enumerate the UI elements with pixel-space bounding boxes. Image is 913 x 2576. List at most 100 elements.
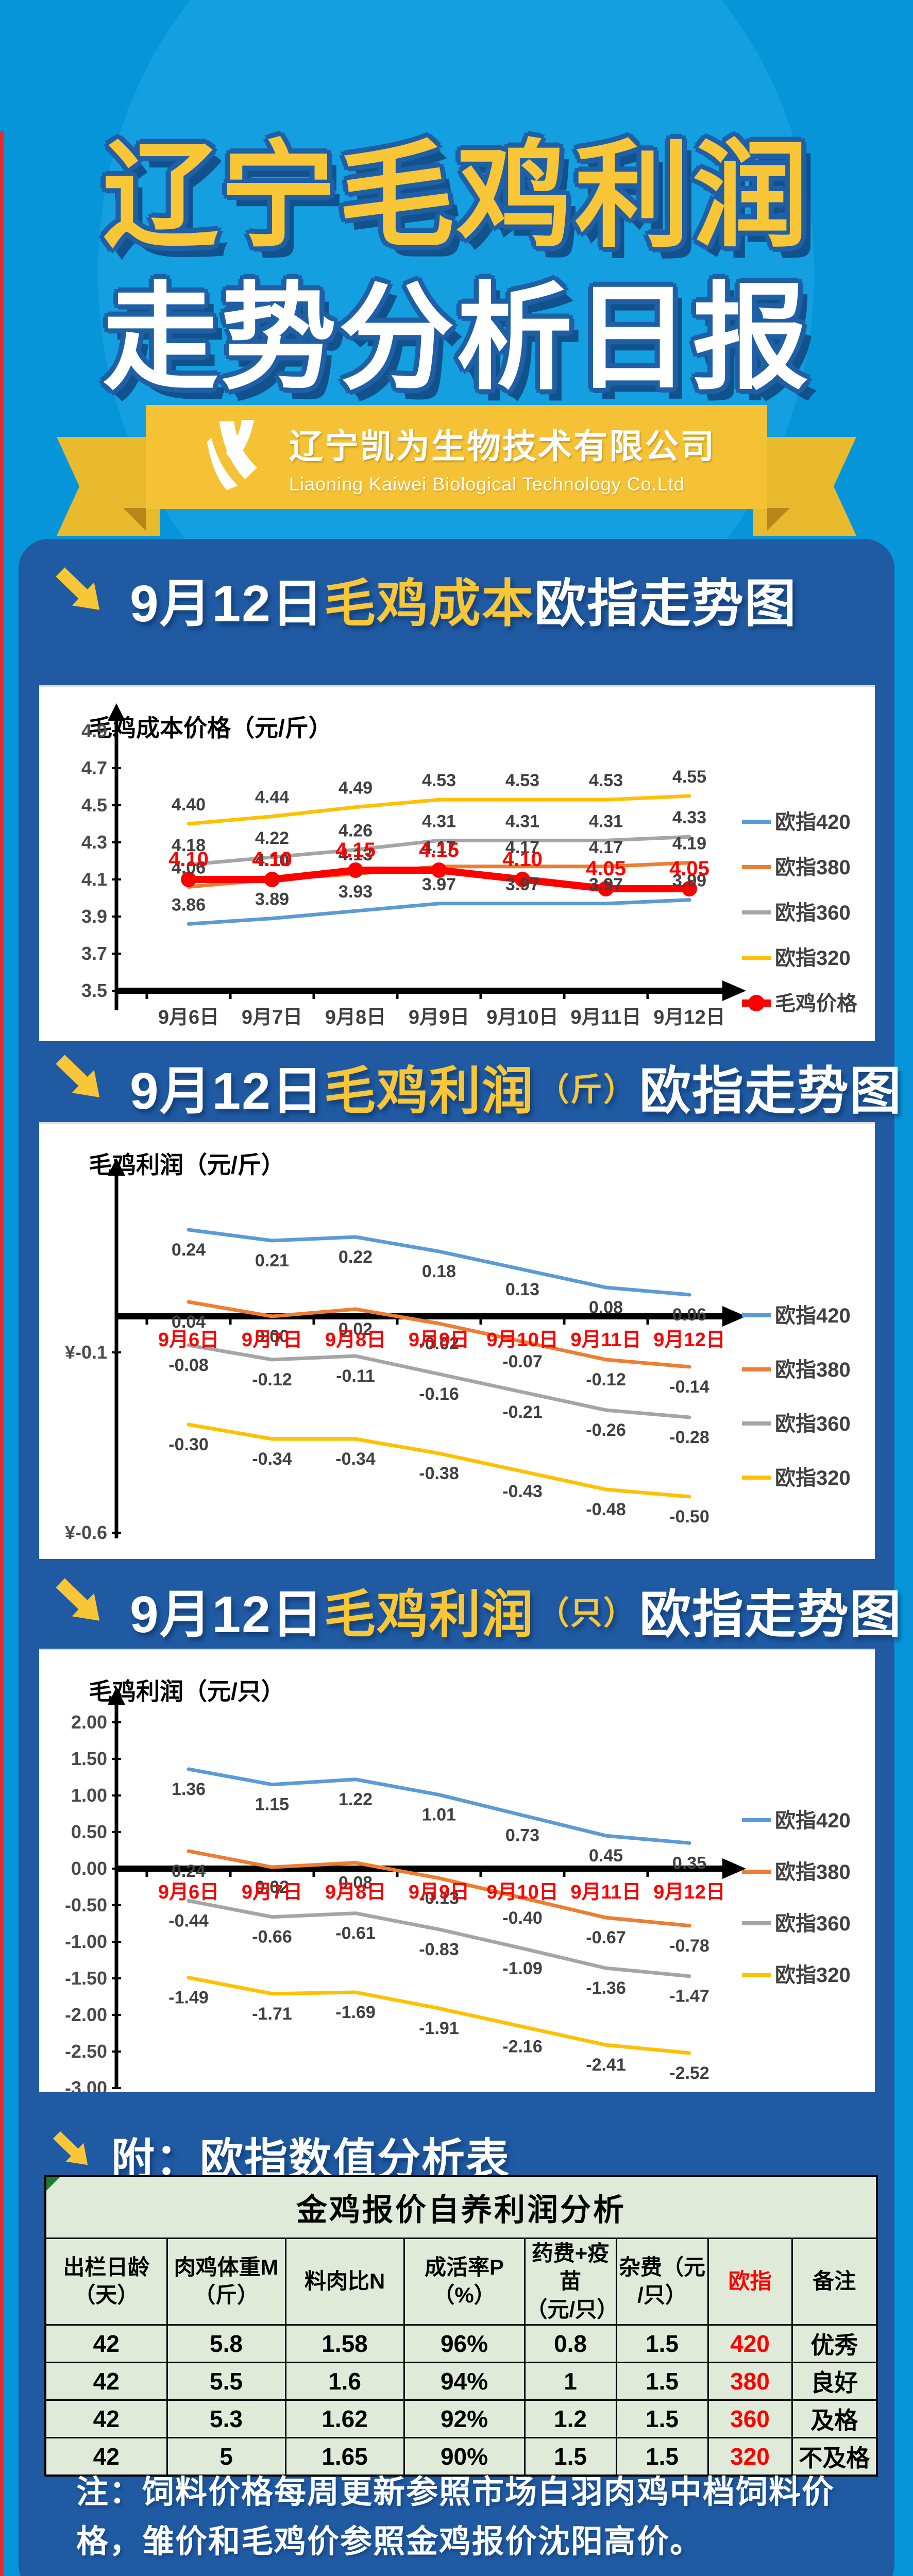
legend-label-欧指320: 欧指320 xyxy=(775,1964,851,1987)
legend-label-欧指360: 欧指360 xyxy=(775,1912,851,1935)
date-label: 9月11日 xyxy=(570,1329,641,1351)
series-line-欧指360 xyxy=(187,835,691,867)
value-label: 4.44 xyxy=(255,788,289,807)
value-label: 4.33 xyxy=(672,808,706,827)
value-label: 4.19 xyxy=(672,834,706,854)
value-label: 4.15 xyxy=(419,839,459,861)
table-header-row: 出栏日龄 （天） 肉鸡体重M （斤） 料肉比N 成活率P （%） 药费+疫苗 （元/只）… xyxy=(44,2237,878,2326)
line-chart-1: 4.9 4.7 4.5 4.3 4.1 3.9 3.7 3.5 3.86 3.89 3.93 3.97… xyxy=(81,703,858,1028)
company-names: 辽宁凯为生物技术有限公司 Liaoning Kaiwei Biological … xyxy=(289,419,716,495)
section-header-profit-bird: 9月12日 毛鸡利润 （只） 欧指走势图 xyxy=(47,1572,902,1647)
value-label: -0.50 xyxy=(669,1507,709,1527)
header-suffix: 欧指走势图 xyxy=(534,575,797,633)
value-label: -0.44 xyxy=(168,1911,209,1930)
table-cell: 不及格 xyxy=(791,2437,878,2477)
table-cell: 1.5 xyxy=(615,2437,709,2477)
date-label: 9月7日 xyxy=(242,1329,302,1351)
series-line-欧指420 xyxy=(187,1228,691,1297)
date-label: 9月11日 xyxy=(570,1882,641,1903)
value-label: 3.99 xyxy=(672,871,706,891)
analysis-table-card: 金鸡报价自养利润分析 出栏日龄 （天） 肉鸡体重M （斤） 料肉比N 成活率P （%）药… xyxy=(44,2175,878,2477)
table-cell: 1.62 xyxy=(284,2399,405,2439)
value-label: 4.31 xyxy=(422,811,456,831)
table-cell: 92% xyxy=(403,2399,526,2439)
series-line-欧指320 xyxy=(187,1422,691,1499)
series-marker-毛鸡价格 xyxy=(515,872,530,887)
value-label: 4.22 xyxy=(255,828,289,848)
series-line-欧指360 xyxy=(187,1899,691,1978)
line-chart-3: 2.00 1.50 1.00 0.50 0.00 -0.50 -1.00 -1.50 -2.00… xyxy=(65,1687,851,2092)
table-header-cell: 备注 xyxy=(791,2237,878,2326)
chart-card-cost: 毛鸡成本价格（元/斤） 4.9 4.7 4.5 4.3 4.1 3.9 3.7 3.5 3.86… xyxy=(39,685,875,1041)
arrow-icon xyxy=(49,560,110,621)
value-label: 0.22 xyxy=(339,1247,373,1267)
section-header-cost: 9月12日 毛鸡成本 欧指走势图 xyxy=(47,562,797,636)
date-label: 9月12日 xyxy=(653,1329,725,1351)
table-cell: 1.58 xyxy=(284,2324,405,2364)
value-label: -0.66 xyxy=(252,1927,292,1947)
y-tick-label: 4.3 xyxy=(81,832,107,853)
value-label: 0.73 xyxy=(505,1825,539,1845)
date-label: 9月7日 xyxy=(242,1007,302,1028)
legend-label-欧指380: 欧指380 xyxy=(775,1359,851,1381)
value-label: -1.49 xyxy=(168,1988,209,2008)
value-label: -0.48 xyxy=(586,1500,626,1519)
y-axis-arrow xyxy=(108,1158,125,1176)
table-cell: 42 xyxy=(44,2324,168,2364)
table-cell: 42 xyxy=(44,2399,168,2439)
value-label: -1.69 xyxy=(335,2003,376,2022)
arrow-icon xyxy=(49,1571,110,1632)
header-prefix: 9月12日 xyxy=(130,575,324,633)
value-label: -0.14 xyxy=(669,1377,709,1397)
value-label: -2.16 xyxy=(502,2037,543,2057)
table-cell: 5 xyxy=(166,2437,286,2477)
value-label: 3.89 xyxy=(255,890,289,909)
value-label: 4.18 xyxy=(172,836,206,855)
series-marker-毛鸡价格 xyxy=(181,872,196,887)
table-row: 42 5 1.65 90% 1.5 1.5 320 不及格 xyxy=(44,2437,878,2477)
value-label: 0.06 xyxy=(672,1305,706,1325)
value-label: 4.17 xyxy=(505,838,539,857)
value-label: -0.21 xyxy=(502,1402,543,1422)
value-label: -0.13 xyxy=(419,1888,459,1908)
value-label: -2.52 xyxy=(669,2063,709,2083)
date-label: 9月10日 xyxy=(486,1329,558,1351)
series-line-欧指320 xyxy=(187,1976,691,2055)
y-tick-label: 3.7 xyxy=(81,943,107,964)
header-suffix: 欧指走势图 xyxy=(639,1062,902,1120)
value-label: 0.21 xyxy=(255,1251,289,1270)
header-prefix: 9月12日 xyxy=(130,1062,324,1120)
header-highlight: 毛鸡利润 xyxy=(324,1062,534,1120)
value-label: -1.47 xyxy=(669,1987,709,2006)
series-marker-毛鸡价格 xyxy=(431,862,447,878)
arrow-icon xyxy=(47,2125,96,2174)
value-label: 4.06 xyxy=(172,858,206,877)
table-cell: 90% xyxy=(403,2437,526,2477)
y-tick-label: 2.00 xyxy=(71,1711,107,1733)
value-label: -0.12 xyxy=(252,1370,292,1389)
chart-card-profit-jin: 毛鸡利润（元/斤） ¥-0.1 ¥-0.6 0.24 0.21 0.22 0.18 0.13… xyxy=(39,1122,875,1559)
value-label: 4.05 xyxy=(669,857,709,880)
y-tick-label: -3.00 xyxy=(65,2077,107,2092)
ribbon-fold-left xyxy=(123,508,146,531)
value-label: 4.17 xyxy=(589,838,623,857)
value-label: 1.15 xyxy=(255,1795,289,1815)
value-label: 4.26 xyxy=(339,821,373,840)
header-highlight: 毛鸡利润 xyxy=(324,1586,534,1643)
series-marker-毛鸡价格 xyxy=(682,881,697,896)
company-ribbon: 辽宁凯为生物技术有限公司 Liaoning Kaiwei Biological … xyxy=(146,405,767,509)
table-cell: 1.5 xyxy=(615,2399,709,2439)
y-tick-label: 3.5 xyxy=(81,980,107,1001)
table-cell: 1.6 xyxy=(284,2362,405,2401)
value-label: -0.34 xyxy=(335,1449,376,1469)
value-label: 3.97 xyxy=(589,875,623,894)
series-line-欧指360 xyxy=(187,1343,691,1419)
series-line-欧指380 xyxy=(187,1849,691,1928)
value-label: 0.13 xyxy=(505,1280,539,1299)
x-axis-arrow xyxy=(722,980,746,1001)
legend-label-欧指320: 欧指320 xyxy=(775,947,851,970)
table-header-cell: 成活率P （%） xyxy=(403,2237,526,2326)
y-tick-label: 4.5 xyxy=(81,794,107,816)
date-label: 9月10日 xyxy=(486,1007,558,1028)
value-label: 4.55 xyxy=(672,767,706,787)
